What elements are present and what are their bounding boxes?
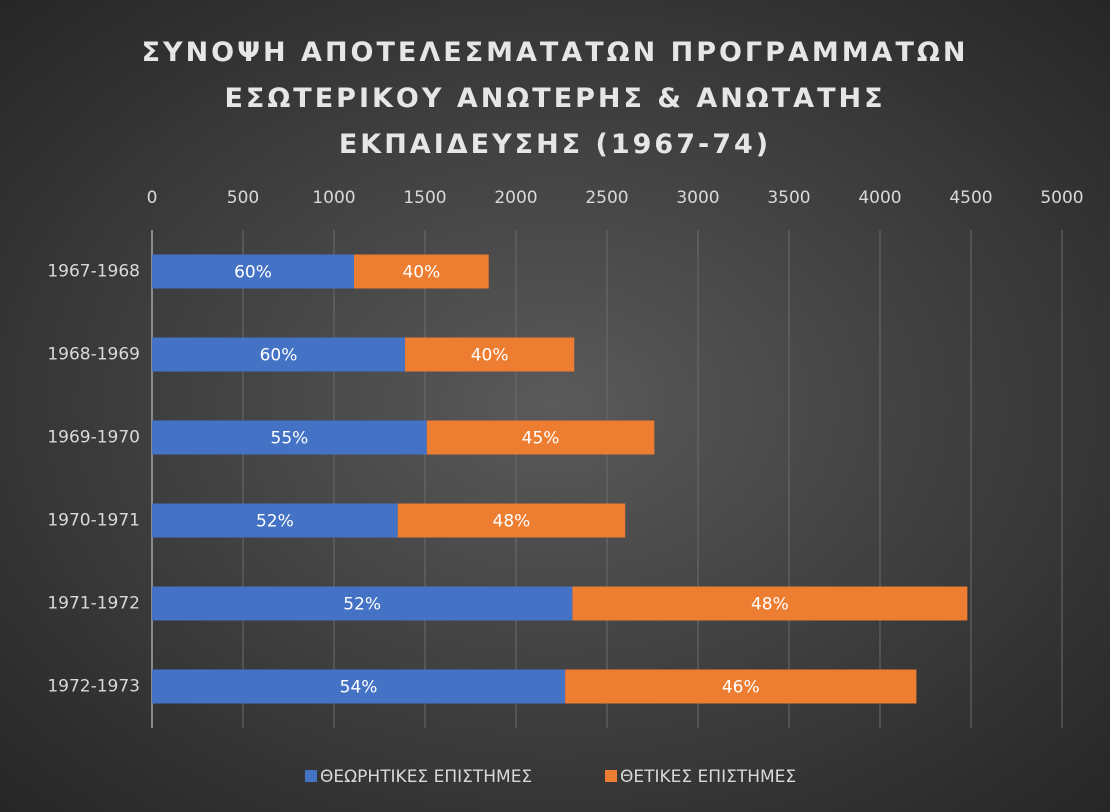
x-tick-label: 2500	[585, 188, 628, 208]
x-tick-label: 2000	[494, 188, 537, 208]
legend-label: ΘΕΤΙΚΕΣ ΕΠΙΣΤΗΜΕΣ	[620, 767, 796, 787]
x-tick-label: 4500	[949, 188, 992, 208]
x-tick-label: 1500	[403, 188, 446, 208]
bar-segment	[404, 337, 575, 372]
legend-swatch	[605, 770, 617, 782]
y-tick-label: 1971-1972	[47, 594, 140, 614]
x-tick-label: 4000	[858, 188, 901, 208]
y-tick-label: 1970-1971	[47, 511, 140, 531]
data-label: 54%	[340, 678, 378, 698]
data-label: 48%	[751, 595, 789, 615]
bar-segment	[397, 503, 626, 538]
bar-segment	[152, 420, 427, 455]
data-label: 60%	[234, 263, 272, 283]
y-tick-label: 1967-1968	[47, 262, 140, 282]
x-tick-label: 0	[147, 188, 158, 208]
bar-segment	[152, 337, 405, 372]
data-label: 40%	[402, 263, 440, 283]
bar-segment	[565, 669, 917, 704]
x-tick-label: 3000	[676, 188, 719, 208]
x-tick-label: 500	[227, 188, 259, 208]
bar-segment	[572, 586, 968, 621]
x-tick-label: 3500	[767, 188, 810, 208]
data-label: 52%	[256, 512, 294, 532]
data-label: 46%	[722, 678, 760, 698]
y-tick-label: 1972-1973	[47, 677, 140, 697]
bar-segment	[152, 586, 573, 621]
legend-swatch	[305, 770, 317, 782]
data-label: 40%	[471, 346, 509, 366]
bar-segment	[152, 254, 355, 289]
data-label: 60%	[260, 346, 298, 366]
data-label: 52%	[343, 595, 381, 615]
data-label: 55%	[271, 429, 309, 449]
x-tick-label: 5000	[1040, 188, 1083, 208]
data-label: 45%	[522, 429, 560, 449]
bar-segment	[152, 669, 566, 704]
chart-title: ΣΥΝΟΨΗ ΑΠΟΤΕΛΕΣΜΑΤΑΤΩΝ ΠΡΟΓΡΑΜΜΑΤΩΝ ΕΣΩΤ…	[141, 37, 969, 160]
bar-segment	[152, 503, 398, 538]
x-tick-label: 1000	[312, 188, 355, 208]
data-label: 48%	[493, 512, 531, 532]
bar-segment	[426, 420, 655, 455]
y-tick-label: 1968-1969	[47, 345, 140, 365]
legend-label: ΘΕΩΡΗΤΙΚΕΣ ΕΠΙΣΤΗΜΕΣ	[320, 767, 532, 787]
bar-segment	[354, 254, 489, 289]
y-tick-label: 1969-1970	[47, 428, 140, 448]
